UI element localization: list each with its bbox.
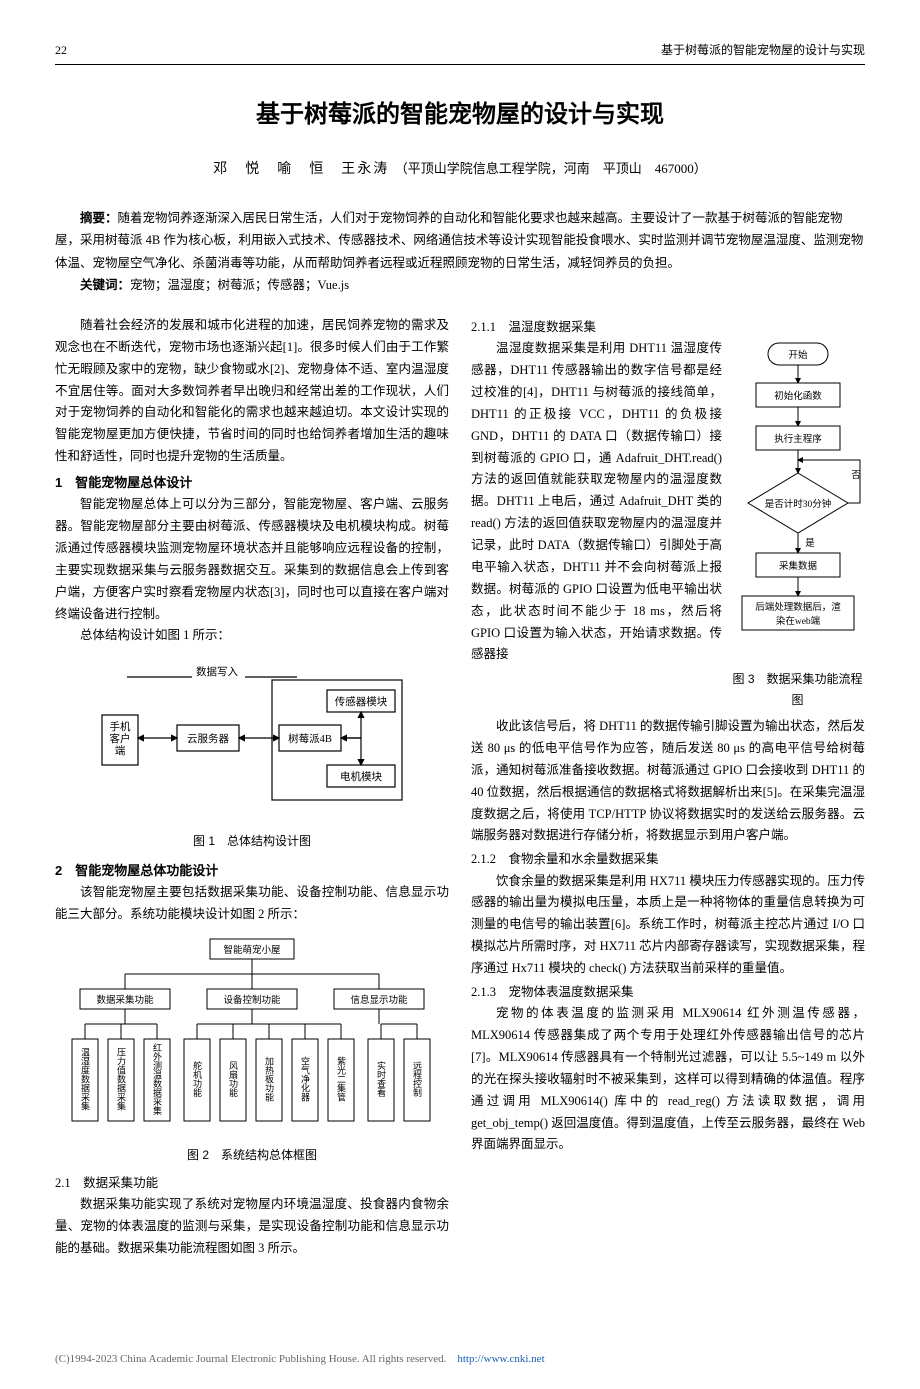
figure-1-svg: 手机客户端 云服务器 树莓派4B 传感器模块 电机模块 xyxy=(97,655,407,820)
fig2-leaf-3: 舵机功能 xyxy=(192,1060,202,1098)
fig3-render-1: 后端处理数据后，渲 xyxy=(755,601,841,613)
authors: 邓 悦 喻 恒 王永涛 xyxy=(213,162,389,177)
fig3-no: 否 xyxy=(851,470,861,481)
fig2-root: 智能萌宠小屋 xyxy=(223,944,280,956)
fig2-leaf-0: 温湿度数据采集 xyxy=(80,1047,90,1111)
figure-3-caption: 图 3 数据采集功能流程图 xyxy=(730,669,865,710)
fig2-leaf-1: 压力值数据采集 xyxy=(116,1047,126,1111)
keywords-label: 关键词： xyxy=(80,278,130,292)
cnki-link[interactable]: http://www.cnki.net xyxy=(457,1353,544,1365)
fig1-cloud: 云服务器 xyxy=(187,732,229,745)
page: 22 基于树莓派的智能宠物屋的设计与实现 基于树莓派的智能宠物屋的设计与实现 邓… xyxy=(0,0,920,1290)
intro-para: 随着社会经济的发展和城市化进程的加速，居民饲养宠物的需求及观念也在不断迭代，宠物… xyxy=(55,315,449,468)
section-2-1-heading: 2.1 数据采集功能 xyxy=(55,1173,449,1194)
fig2-leaf-6: 空气净化器 xyxy=(300,1055,310,1101)
keywords-text: 宠物；温湿度；树莓派；传感器；Vue.js xyxy=(130,278,349,292)
running-title: 基于树莓派的智能宠物屋的设计与实现 xyxy=(661,40,865,60)
fig2-leaf-4: 风扇功能 xyxy=(228,1061,238,1098)
section-2-1-1-heading: 2.1.1 温湿度数据采集 xyxy=(471,317,865,338)
section-1-heading: 1 智能宠物屋总体设计 xyxy=(55,472,449,494)
affiliation: （平顶山学院信息工程学院，河南 平顶山 467000） xyxy=(395,161,707,176)
figure-2-svg: 智能萌宠小屋 数据采集功能 设备控制功能 信息显示功能 xyxy=(62,934,442,1134)
figure-3: 开始 初始化函数 执行主程序 是否计时30分钟 否 xyxy=(730,338,865,710)
fig2-leaf-8: 实时查看 xyxy=(376,1060,386,1098)
section-2-1-2-para: 饮食余量的数据采集是利用 HX711 模块压力传感器实现的。压力传感器的输出量为… xyxy=(471,871,865,980)
fig1-write-label: 数据写入 xyxy=(196,665,238,678)
two-columns: 随着社会经济的发展和城市化进程的加速，居民饲养宠物的需求及观念也在不断迭代，宠物… xyxy=(55,315,865,1260)
fig3-start: 开始 xyxy=(788,349,808,361)
fig2-l1-1: 设备控制功能 xyxy=(223,994,281,1006)
fig2-l1-0: 数据采集功能 xyxy=(96,994,154,1006)
section-2-1-3-para: 宠物的体表温度的监测采用 MLX90614 红外测温传感器，MLX90614 传… xyxy=(471,1003,865,1156)
section-2-heading: 2 智能宠物屋总体功能设计 xyxy=(55,860,449,882)
abstract-text: 随着宠物饲养逐渐深入居民日常生活，人们对于宠物饲养的自动化和智能化要求也越来越高… xyxy=(55,211,863,270)
section-1-para: 智能宠物屋总体上可以分为三部分，智能宠物屋、客户端、云服务器。智能宠物屋部分主要… xyxy=(55,494,449,625)
section-2-1-1-para-b: 收此该信号后，将 DHT11 的数据传输引脚设置为输出状态，然后发送 80 μs… xyxy=(471,716,865,847)
authors-line: 邓 悦 喻 恒 王永涛 （平顶山学院信息工程学院，河南 平顶山 467000） xyxy=(55,158,865,182)
footer: (C)1994-2023 China Academic Journal Elec… xyxy=(0,1350,920,1389)
figure-2: 智能萌宠小屋 数据采集功能 设备控制功能 信息显示功能 xyxy=(55,934,449,1165)
section-2-para: 该智能宠物屋主要包括数据采集功能、设备控制功能、信息显示功能三大部分。系统功能模… xyxy=(55,882,449,926)
fig2-leaf-5: 加热板功能 xyxy=(264,1056,274,1102)
fig1-pi: 树莓派4B xyxy=(288,732,332,745)
page-number: 22 xyxy=(55,40,67,60)
figure-1: 手机客户端 云服务器 树莓派4B 传感器模块 电机模块 xyxy=(55,655,449,851)
fig1-lead: 总体结构设计如图 1 所示： xyxy=(55,625,449,647)
left-column: 随着社会经济的发展和城市化进程的加速，居民饲养宠物的需求及观念也在不断迭代，宠物… xyxy=(55,315,449,1260)
fig3-render-2: 染在web端 xyxy=(776,615,821,627)
figure-2-caption: 图 2 系统结构总体框图 xyxy=(55,1145,449,1165)
fig2-leaf-9: 远程控制 xyxy=(412,1061,422,1097)
abstract-label: 摘要： xyxy=(80,211,118,225)
section-2-1-2-heading: 2.1.2 食物余量和水余量数据采集 xyxy=(471,849,865,870)
fig2-leaf-7: 紫光二集管 xyxy=(336,1056,346,1101)
figure-3-svg: 开始 初始化函数 执行主程序 是否计时30分钟 否 xyxy=(730,338,865,658)
fig2-l1-2: 信息显示功能 xyxy=(350,994,408,1006)
header-bar: 22 基于树莓派的智能宠物屋的设计与实现 xyxy=(55,40,865,65)
abstract-block: 摘要：随着宠物饲养逐渐深入居民日常生活，人们对于宠物饲养的自动化和智能化要求也越… xyxy=(55,207,865,297)
fig3-yes: 是 xyxy=(805,538,815,549)
fig2-leaf-2: 红外测温数据采集 xyxy=(152,1042,162,1116)
section-2-1-3-heading: 2.1.3 宠物体表温度数据采集 xyxy=(471,982,865,1003)
fig1-motor: 电机模块 xyxy=(340,770,382,783)
figure-1-caption: 图 1 总体结构设计图 xyxy=(55,831,449,851)
fig1-sensor: 传感器模块 xyxy=(335,695,388,708)
fig3-main: 执行主程序 xyxy=(774,433,822,445)
paper-title: 基于树莓派的智能宠物屋的设计与实现 xyxy=(55,95,865,136)
fig3-decision: 是否计时30分钟 xyxy=(765,498,832,510)
fig3-collect: 采集数据 xyxy=(779,560,818,572)
copyright-text: (C)1994-2023 China Academic Journal Elec… xyxy=(55,1353,446,1365)
section-2-1-para: 数据采集功能实现了系统对宠物屋内环境温湿度、投食器内食物余量、宠物的体表温度的监… xyxy=(55,1194,449,1260)
right-column: 2.1.1 温湿度数据采集 开始 初始化函数 xyxy=(471,315,865,1260)
fig3-init: 初始化函数 xyxy=(774,390,822,402)
